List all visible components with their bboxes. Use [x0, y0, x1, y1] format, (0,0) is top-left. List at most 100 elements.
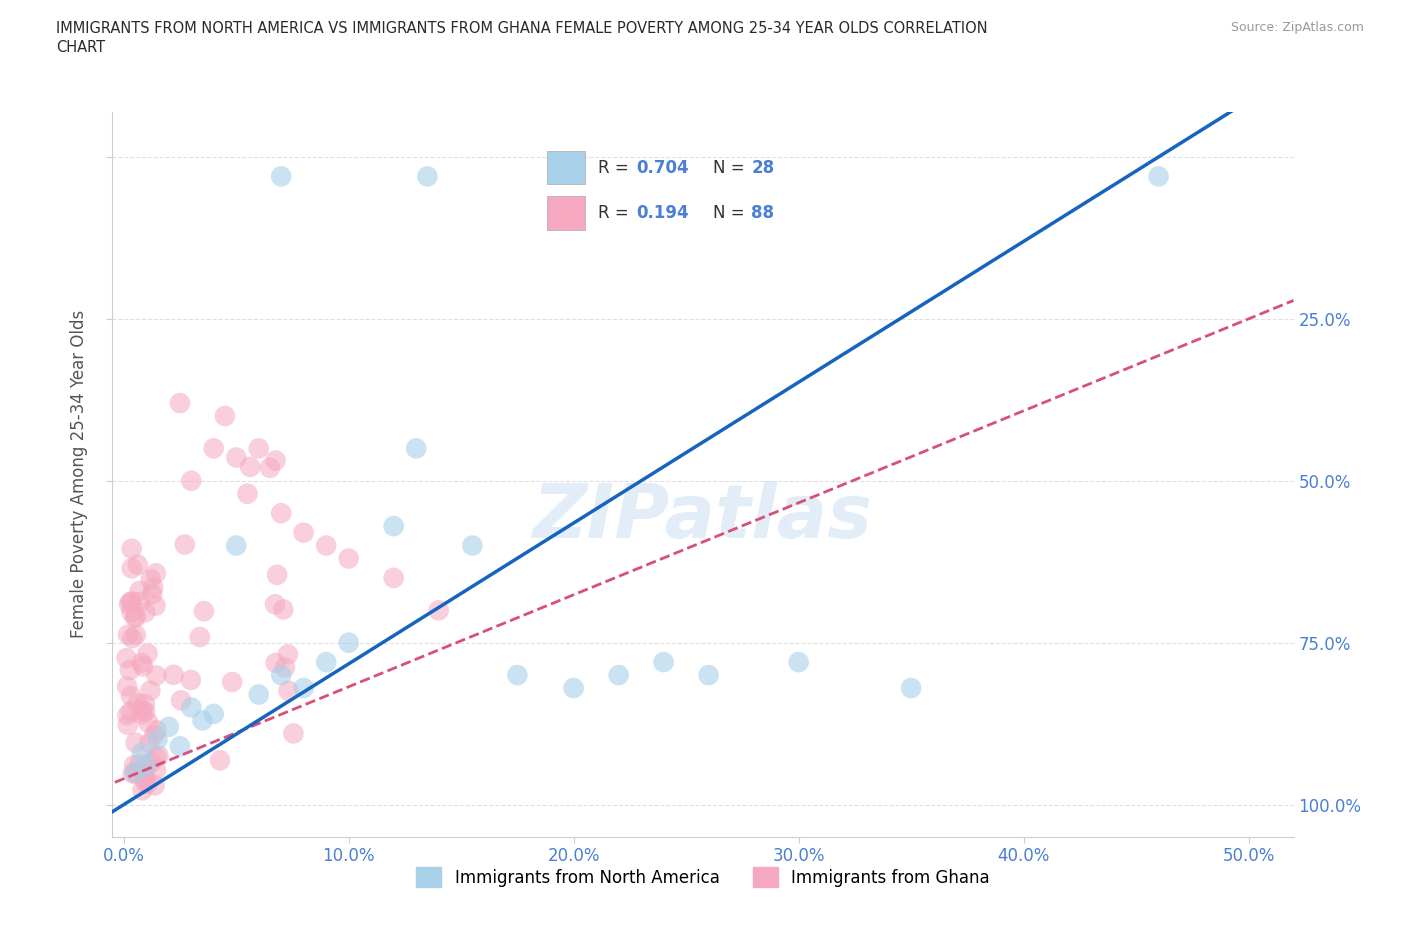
Point — [148, 748, 170, 763]
Point — [180, 473, 202, 488]
Point — [120, 704, 142, 719]
Point — [135, 777, 157, 791]
Point — [202, 441, 225, 456]
Point — [315, 538, 337, 553]
Point — [264, 597, 287, 612]
Point — [117, 708, 139, 723]
Point — [146, 733, 169, 748]
Point — [127, 557, 149, 572]
Point — [139, 684, 162, 698]
Point — [236, 486, 259, 501]
Point — [136, 715, 159, 730]
Point — [180, 700, 202, 715]
Point — [121, 561, 143, 576]
Point — [315, 655, 337, 670]
Point — [124, 764, 146, 779]
Point — [225, 538, 247, 553]
Point — [124, 766, 146, 781]
Point — [270, 169, 292, 184]
Point — [125, 628, 148, 643]
Text: CHART: CHART — [56, 40, 105, 55]
Point — [134, 697, 156, 711]
Point — [264, 453, 287, 468]
Point — [121, 766, 143, 781]
Point — [134, 604, 156, 619]
Point — [170, 693, 193, 708]
Point — [208, 753, 231, 768]
Point — [652, 655, 675, 670]
Point — [145, 598, 167, 613]
Point — [277, 647, 299, 662]
Point — [292, 681, 315, 696]
Point — [337, 635, 360, 650]
Point — [259, 460, 281, 475]
Point — [131, 707, 153, 722]
Point — [337, 551, 360, 566]
Point — [266, 567, 288, 582]
Point — [120, 594, 142, 609]
Point — [188, 630, 211, 644]
Point — [264, 656, 287, 671]
Point — [247, 687, 270, 702]
Y-axis label: Female Poverty Among 25-34 Year Olds: Female Poverty Among 25-34 Year Olds — [70, 311, 89, 638]
Legend: Immigrants from North America, Immigrants from Ghana: Immigrants from North America, Immigrant… — [409, 860, 997, 894]
Point — [1147, 169, 1170, 184]
Point — [180, 672, 202, 687]
Point — [117, 628, 139, 643]
Point — [292, 525, 315, 540]
Point — [131, 783, 153, 798]
Point — [124, 608, 146, 623]
Point — [461, 538, 484, 553]
Point — [124, 610, 146, 625]
Point — [128, 583, 150, 598]
Point — [121, 594, 143, 609]
Point — [157, 720, 180, 735]
Point — [191, 713, 214, 728]
Point — [277, 684, 299, 698]
Point — [270, 506, 292, 521]
Point — [127, 696, 149, 711]
Point — [273, 602, 295, 617]
Point — [134, 704, 156, 719]
Point — [193, 604, 215, 618]
Point — [416, 169, 439, 184]
Point — [607, 668, 630, 683]
Point — [214, 408, 236, 423]
Point — [283, 726, 305, 741]
Point — [135, 758, 157, 773]
Point — [239, 459, 262, 474]
Point — [134, 773, 156, 788]
Text: IMMIGRANTS FROM NORTH AMERICA VS IMMIGRANTS FROM GHANA FEMALE POVERTY AMONG 25-3: IMMIGRANTS FROM NORTH AMERICA VS IMMIGRA… — [56, 21, 988, 36]
Point — [142, 580, 165, 595]
Point — [120, 688, 142, 703]
Point — [405, 441, 427, 456]
Point — [115, 679, 138, 694]
Point — [173, 538, 195, 552]
Point — [132, 659, 155, 674]
Point — [141, 755, 163, 770]
Point — [120, 604, 142, 619]
Text: Source: ZipAtlas.com: Source: ZipAtlas.com — [1230, 21, 1364, 34]
Point — [145, 750, 167, 764]
Point — [145, 565, 167, 580]
Point — [141, 587, 163, 602]
Point — [134, 765, 156, 780]
Point — [131, 703, 153, 718]
Point — [115, 651, 138, 666]
Point — [169, 395, 191, 410]
Point — [900, 681, 922, 696]
Point — [225, 450, 247, 465]
Point — [131, 656, 153, 671]
Point — [162, 668, 184, 683]
Point — [145, 668, 167, 683]
Point — [128, 594, 150, 609]
Point — [129, 756, 152, 771]
Point — [138, 736, 160, 751]
Point — [121, 541, 143, 556]
Point — [562, 681, 585, 696]
Point — [121, 631, 143, 645]
Point — [139, 572, 162, 587]
Point — [506, 668, 529, 683]
Point — [787, 655, 810, 670]
Point — [274, 660, 297, 675]
